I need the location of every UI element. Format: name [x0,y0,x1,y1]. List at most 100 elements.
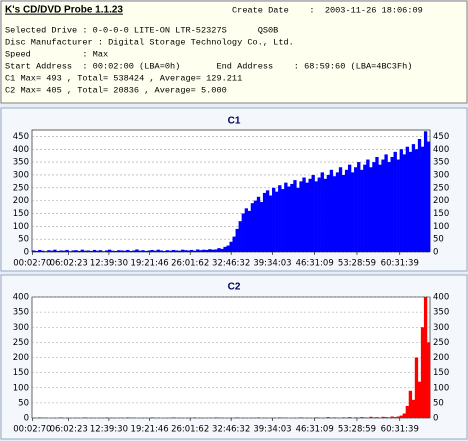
y2-tick-label: 150 [433,368,449,378]
bar [417,381,422,418]
bar [384,154,388,252]
bar [120,250,124,252]
bar [390,416,394,418]
bar [186,250,191,252]
bar [405,146,410,252]
bar [168,250,173,252]
info-line: Disc Manufacturer : Digital Storage Tech… [5,37,294,47]
bar [363,164,367,252]
bar [126,417,130,418]
y2-tick-label: 300 [433,170,449,180]
bar [354,167,358,252]
bar [341,417,346,418]
bar [71,250,75,252]
y-tick-label: 0 [24,248,29,258]
bar [180,249,185,252]
bar [129,250,133,252]
info-line: Speed : Max [5,49,108,59]
x-tick-label: 06:02:23 [50,259,88,269]
bar [208,249,212,252]
bar [132,250,136,252]
bar [287,186,291,252]
bar [117,250,121,252]
x-tick-label: 46:31:09 [296,259,334,269]
bar [226,245,230,252]
bar [278,417,282,418]
bar [423,297,428,418]
bar [326,174,331,252]
bar [387,417,391,418]
y2-tick-label: 50 [433,398,444,408]
bar [381,159,385,252]
y2-tick-label: 100 [433,222,449,232]
bar [411,144,416,252]
x-tick-label: 53:28:59 [338,259,376,269]
x-tick-label: 06:02:23 [50,425,88,435]
bar [259,201,264,252]
bar [202,249,206,252]
bar [77,250,81,252]
bar [107,249,112,252]
y2-tick-label: 200 [433,196,449,206]
bar [80,249,84,252]
bar [354,417,358,418]
y2-tick-label: 250 [433,338,449,348]
x-tick-label: 26:01:62 [171,259,209,269]
bar [314,181,318,252]
y-tick-label: 150 [13,209,29,219]
bar [299,181,303,252]
y2-tick-label: 100 [433,383,449,393]
bar [402,413,406,418]
bar [38,249,42,252]
bar [293,180,297,252]
y2-tick-label: 250 [433,183,449,193]
info-panel [0,0,468,104]
bar [214,249,218,252]
bar [305,182,309,252]
bar [414,357,419,418]
y-tick-label: 50 [18,398,29,408]
bar [238,221,242,252]
bar [381,416,385,418]
bar [317,177,321,252]
bar [347,417,352,418]
bar [250,203,255,252]
bar [275,191,279,252]
bar [135,249,139,252]
y2-tick-label: 150 [433,209,449,219]
bar [83,417,87,418]
x-tick-label: 39:34:03 [253,425,291,435]
x-tick-label: 32:46:32 [212,425,250,435]
bar [329,169,334,252]
y-tick-label: 100 [13,383,29,393]
bar [402,154,406,252]
bar [189,249,194,252]
bar [153,250,157,252]
bar [366,159,370,252]
x-tick-label: 00:02:70 [13,259,51,269]
y2-tick-label: 50 [433,235,444,245]
bar [126,249,130,252]
bar [35,250,39,252]
x-tick-label: 00:02:70 [13,425,51,435]
y-tick-label: 200 [13,353,29,363]
y-tick-label: 50 [18,235,29,245]
bar [156,249,160,252]
y-tick-label: 300 [13,323,29,333]
bar [41,250,45,252]
bar [426,141,431,252]
y-tick-label: 400 [13,293,29,303]
bar [241,213,245,252]
bar [332,417,337,418]
bar [423,131,428,252]
bar [308,178,312,252]
bar [344,169,349,252]
bar [265,190,270,252]
bar [83,250,87,252]
bar [369,416,373,418]
y-tick-label: 250 [13,338,29,348]
bar [417,138,422,252]
bar [98,250,103,252]
bar [104,417,109,418]
bar [302,177,306,252]
